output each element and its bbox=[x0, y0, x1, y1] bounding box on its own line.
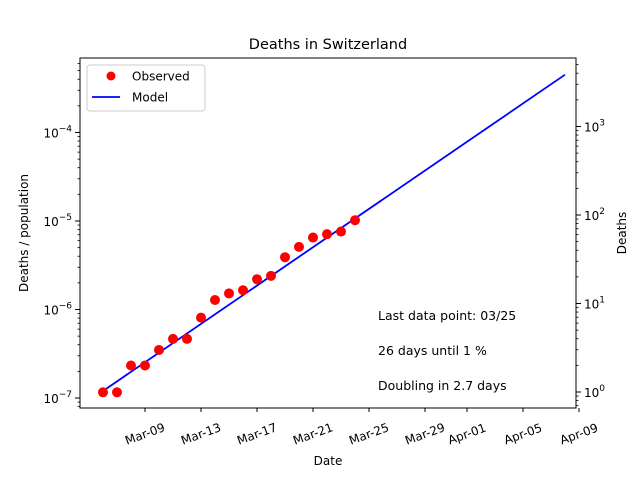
y-tick-label: 10−6 bbox=[43, 302, 72, 318]
plot-frame bbox=[79, 57, 577, 409]
observed-point bbox=[252, 274, 262, 285]
y-tick-label: 10−7 bbox=[43, 390, 72, 406]
x-axis-label: Date bbox=[314, 454, 343, 468]
legend-frame bbox=[86, 64, 206, 112]
observed-point bbox=[308, 232, 318, 243]
chart-title: Deaths in Switzerland bbox=[249, 37, 407, 53]
annotation-days-until: 26 days until 1 % bbox=[378, 343, 487, 358]
model-line bbox=[102, 73, 566, 392]
observed-point bbox=[350, 215, 360, 226]
x-tick-label: Mar-09 bbox=[123, 420, 167, 447]
observed-point bbox=[322, 229, 332, 240]
x-tick-label: Mar-13 bbox=[179, 420, 223, 447]
annotation-last-data-point: Last data point: 03/25 bbox=[378, 308, 516, 323]
observed-point bbox=[336, 226, 346, 237]
y-tick-label: 10−4 bbox=[43, 125, 72, 141]
x-tick-label: Apr-09 bbox=[558, 421, 600, 448]
observed-point bbox=[98, 387, 108, 398]
x-tick-label: Mar-21 bbox=[291, 420, 335, 447]
x-tick-label: Apr-05 bbox=[502, 421, 544, 448]
observed-point bbox=[126, 360, 136, 371]
x-tick-label: Apr-01 bbox=[446, 421, 488, 448]
x-tick-label: Mar-29 bbox=[403, 420, 447, 447]
observed-point bbox=[140, 360, 150, 371]
y-axis-label-right: Deaths bbox=[615, 212, 629, 255]
annotation-doubling: Doubling in 2.7 days bbox=[378, 378, 507, 393]
observed-point bbox=[168, 333, 178, 344]
legend-label-model: Model bbox=[132, 91, 168, 105]
observed-point bbox=[224, 288, 234, 299]
x-tick-label: Mar-17 bbox=[235, 420, 279, 447]
observed-point bbox=[266, 270, 276, 281]
observed-point bbox=[112, 387, 122, 398]
observed-point bbox=[238, 285, 248, 296]
observed-point bbox=[210, 295, 220, 306]
y-axis-left: 10−7 10−6 10−5 10−4 bbox=[43, 63, 80, 407]
legend-marker-observed bbox=[106, 71, 116, 81]
y-tick-label: 10−5 bbox=[43, 213, 72, 229]
model-series bbox=[102, 73, 566, 392]
observed-point bbox=[196, 312, 206, 323]
observed-point bbox=[182, 333, 192, 344]
x-axis: Mar-09 Mar-13 Mar-17 Mar-21 Mar-25 Mar-29 Apr-… bbox=[123, 408, 600, 448]
y-tick-label: 102 bbox=[584, 207, 605, 223]
observed-point bbox=[294, 241, 304, 252]
x-tick-label: Mar-25 bbox=[347, 420, 391, 447]
legend: Observed Model bbox=[86, 64, 206, 112]
observed-point bbox=[154, 344, 164, 355]
y-tick-label: 101 bbox=[584, 296, 605, 312]
y-axis-right: 100 101 102 103 bbox=[576, 64, 605, 407]
y-tick-label: 103 bbox=[584, 119, 605, 135]
legend-label-observed: Observed bbox=[132, 70, 190, 84]
y-axis-label-left: Deaths / population bbox=[17, 174, 31, 292]
observed-series bbox=[98, 215, 360, 398]
observed-point bbox=[280, 252, 290, 263]
y-tick-label: 100 bbox=[584, 384, 605, 400]
